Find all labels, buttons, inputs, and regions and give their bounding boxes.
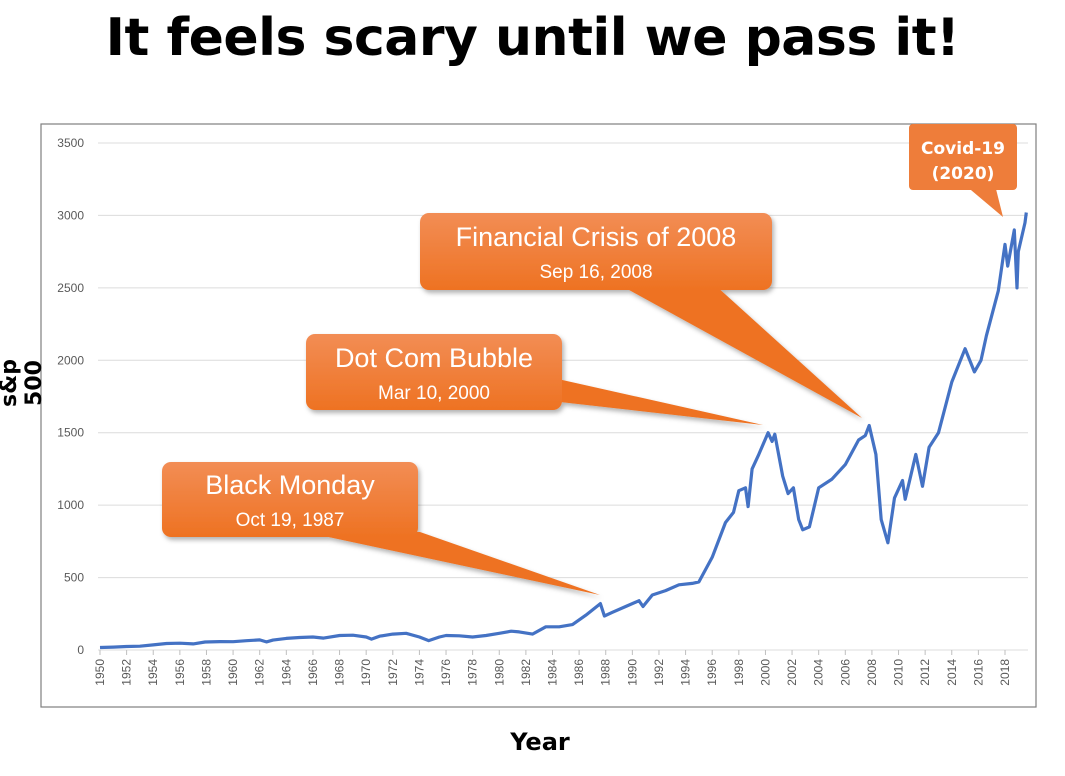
y-tick-label: 1000 xyxy=(57,498,84,512)
y-tick-label: 500 xyxy=(64,571,84,585)
y-tick-label: 2500 xyxy=(57,281,84,295)
x-tick-label: 1988 xyxy=(599,659,613,686)
callout-financial-crisis xyxy=(420,213,862,418)
x-tick-label: 2012 xyxy=(918,659,932,686)
x-tick-label: 2018 xyxy=(998,659,1012,686)
x-tick-label: 1980 xyxy=(492,659,506,686)
x-tick-label: 2014 xyxy=(945,659,959,686)
y-tick-label: 0 xyxy=(77,643,84,657)
x-tick-label: 1982 xyxy=(519,659,533,686)
x-tick-label: 1978 xyxy=(466,659,480,686)
x-tick-label: 1972 xyxy=(386,659,400,686)
y-tick-label: 3500 xyxy=(57,136,84,150)
callout-financial-crisis-date: Sep 16, 2008 xyxy=(539,262,652,283)
callout-covid-title: Covid-19 xyxy=(921,139,1005,159)
x-tick-label: 1958 xyxy=(199,659,213,686)
x-tick-label: 1952 xyxy=(120,659,134,686)
x-tick-label: 1976 xyxy=(439,659,453,686)
y-tick-label: 1500 xyxy=(57,426,84,440)
x-tick-label: 2002 xyxy=(785,659,799,686)
callout-black-monday-date: Oct 19, 1987 xyxy=(236,510,345,531)
x-tick-label: 1974 xyxy=(412,659,426,686)
x-tick-label: 1964 xyxy=(279,659,293,686)
x-tick-label: 1966 xyxy=(306,659,320,686)
callout-dot-com-title: Dot Com Bubble xyxy=(335,343,533,373)
x-tick-label: 1992 xyxy=(652,659,666,686)
y-tick-label: 3000 xyxy=(57,208,84,222)
x-axis-label: Year xyxy=(510,728,570,756)
x-tick-label: 2010 xyxy=(892,659,906,686)
plot-frame xyxy=(40,123,1037,708)
x-tick-label: 2006 xyxy=(838,659,852,686)
chart-title: It feels scary until we pass it! xyxy=(105,8,960,68)
callout-dot-com-date: Mar 10, 2000 xyxy=(378,383,490,404)
x-tick-label: 1968 xyxy=(333,659,347,686)
callout-financial-crisis-title: Financial Crisis of 2008 xyxy=(456,222,737,252)
x-tick-label: 1994 xyxy=(679,659,693,686)
x-tick-label: 1986 xyxy=(572,659,586,686)
x-tick-label: 1962 xyxy=(253,659,267,686)
x-tick-label: 1960 xyxy=(226,659,240,686)
callout-black-monday xyxy=(162,462,600,595)
callout-black-monday-title: Black Monday xyxy=(205,470,375,500)
x-tick-label: 1954 xyxy=(146,659,160,686)
y-axis-label: s&p 500 xyxy=(0,358,47,408)
callout-covid xyxy=(909,124,1017,217)
x-tick-label: 1998 xyxy=(732,659,746,686)
x-tick-label: 1950 xyxy=(93,659,107,686)
y-tick-label: 2000 xyxy=(57,353,84,367)
x-tick-label: 1996 xyxy=(705,659,719,686)
callout-covid-date: (2020) xyxy=(932,164,995,184)
x-tick-label: 1970 xyxy=(359,659,373,686)
x-tick-label: 1990 xyxy=(625,659,639,686)
series-line-sp500 xyxy=(99,212,1028,650)
x-tick-label: 1956 xyxy=(173,659,187,686)
x-tick-label: 2008 xyxy=(865,659,879,686)
callout-dot-com xyxy=(306,334,763,425)
x-tick-label: 2004 xyxy=(812,659,826,686)
x-tick-label: 2000 xyxy=(758,659,772,686)
x-tick-label: 2016 xyxy=(971,659,985,686)
x-tick-label: 1984 xyxy=(546,659,560,686)
